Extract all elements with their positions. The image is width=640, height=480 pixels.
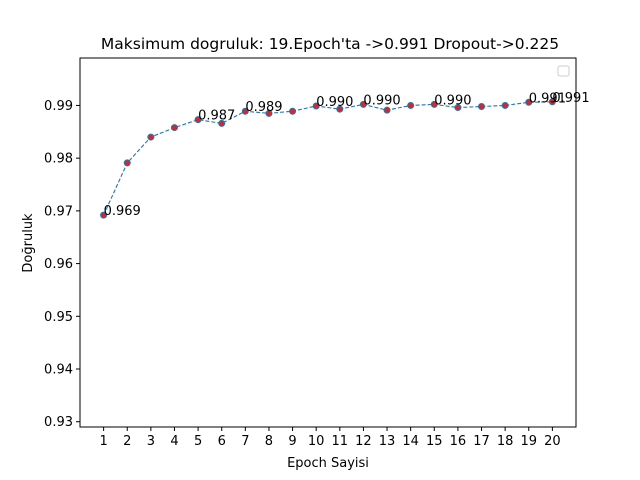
data-point: [359, 100, 367, 108]
y-tick-label: 0.95: [44, 310, 73, 325]
data-point: [170, 124, 178, 132]
data-point: [218, 119, 226, 127]
data-point: [548, 98, 556, 106]
data-point: [407, 101, 415, 109]
data-point: [478, 102, 486, 110]
x-tick-label: 11: [332, 434, 349, 449]
legend-box: [557, 65, 570, 77]
data-point: [312, 102, 320, 110]
data-point: [241, 107, 249, 115]
data-point: [265, 109, 273, 117]
x-tick-label: 4: [170, 434, 178, 449]
x-tick-label: 9: [288, 434, 296, 449]
x-tick-label: 2: [123, 434, 131, 449]
x-tick-label: 13: [379, 434, 396, 449]
x-tick-label: 3: [147, 434, 155, 449]
y-tick-label: 0.94: [44, 363, 73, 378]
data-label: 0.987: [198, 109, 235, 124]
x-tick-label: 1: [99, 434, 107, 449]
plot-frame: [79, 57, 577, 428]
x-tick-label: 8: [265, 434, 273, 449]
y-tick-label: 0.96: [44, 257, 73, 272]
x-tick-label: 20: [544, 434, 561, 449]
data-label: 0.991: [529, 91, 566, 106]
x-axis-label: Epoch Sayisi: [287, 456, 369, 471]
x-tick-label: 19: [520, 434, 537, 449]
data-label: 0.969: [104, 204, 141, 219]
data-label: 0.990: [434, 93, 471, 108]
data-point: [147, 133, 155, 141]
data-label: 0.991: [552, 91, 589, 106]
data-point: [336, 105, 344, 113]
data-point: [454, 104, 462, 112]
data-point: [289, 107, 297, 115]
data-label: 0.990: [316, 95, 353, 110]
x-tick-label: 18: [497, 434, 514, 449]
data-point: [123, 159, 131, 167]
x-tick-label: 12: [355, 434, 372, 449]
data-point: [383, 106, 391, 114]
x-tick-label: 15: [426, 434, 443, 449]
data-point: [194, 116, 202, 124]
y-tick-label: 0.97: [44, 204, 73, 219]
x-tick-label: 10: [308, 434, 325, 449]
data-point: [430, 100, 438, 108]
data-point: [525, 98, 533, 106]
chart-title: Maksimum dogruluk: 19.Epoch'ta ->0.991 D…: [101, 35, 559, 53]
data-point: [501, 101, 509, 109]
accuracy-line: [103, 101, 553, 216]
x-tick-label: 5: [194, 434, 202, 449]
y-tick-label: 0.93: [44, 415, 73, 430]
x-tick-label: 16: [450, 434, 467, 449]
x-tick-label: 6: [218, 434, 226, 449]
x-axis-ticks: 1 2 3 4 5 6 7 8 9 10 11 12 13 14 15 16 17 18 19 20: [99, 427, 561, 449]
y-axis-ticks: 0.93 0.94 0.95 0.96 0.97 0.98 0.99: [44, 99, 80, 430]
x-tick-label: 17: [473, 434, 490, 449]
x-tick-label: 14: [402, 434, 419, 449]
y-tick-label: 0.99: [44, 99, 73, 114]
data-point: [100, 211, 108, 219]
x-tick-label: 7: [241, 434, 249, 449]
data-label: 0.989: [245, 100, 282, 115]
y-tick-label: 0.98: [44, 152, 73, 167]
y-axis-label: Doğruluk: [21, 213, 36, 273]
data-label: 0.990: [363, 93, 400, 108]
